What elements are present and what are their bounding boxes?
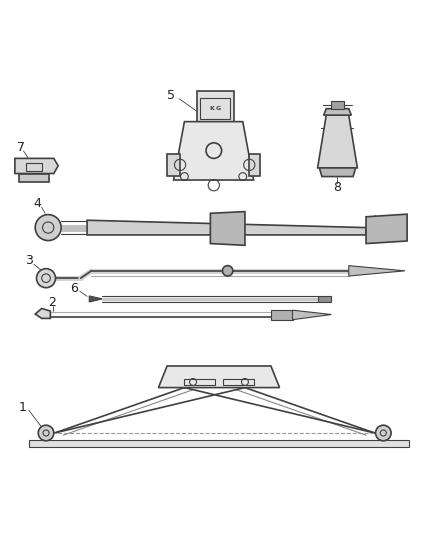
Text: 3: 3 [25,254,33,268]
Polygon shape [159,366,279,387]
Polygon shape [173,122,254,180]
Circle shape [375,425,391,441]
Circle shape [223,265,233,276]
Polygon shape [318,115,357,168]
Bar [184,378,215,385]
Polygon shape [15,158,58,174]
Polygon shape [331,101,344,109]
Text: 8: 8 [333,181,342,195]
Text: 2: 2 [49,296,57,309]
Polygon shape [319,168,356,176]
Circle shape [35,215,61,240]
Polygon shape [89,296,102,302]
Polygon shape [35,309,50,318]
Polygon shape [324,109,351,115]
Text: 5: 5 [167,89,176,102]
Bar [198,91,234,122]
Polygon shape [210,212,245,245]
Polygon shape [19,174,49,182]
Bar [223,378,254,385]
Bar [318,296,332,302]
Text: 6: 6 [70,281,78,295]
Polygon shape [87,220,366,235]
Polygon shape [167,154,180,176]
Polygon shape [249,154,260,176]
Bar [26,163,42,172]
Polygon shape [366,214,407,244]
Polygon shape [293,310,332,320]
Text: 1: 1 [18,400,26,414]
Bar [200,98,230,119]
Text: 4: 4 [33,197,41,211]
Circle shape [36,269,56,288]
Polygon shape [349,265,405,276]
Text: 7: 7 [18,141,25,154]
Polygon shape [29,440,409,447]
Circle shape [38,425,54,441]
Bar [271,310,293,320]
Text: K G: K G [210,106,221,111]
